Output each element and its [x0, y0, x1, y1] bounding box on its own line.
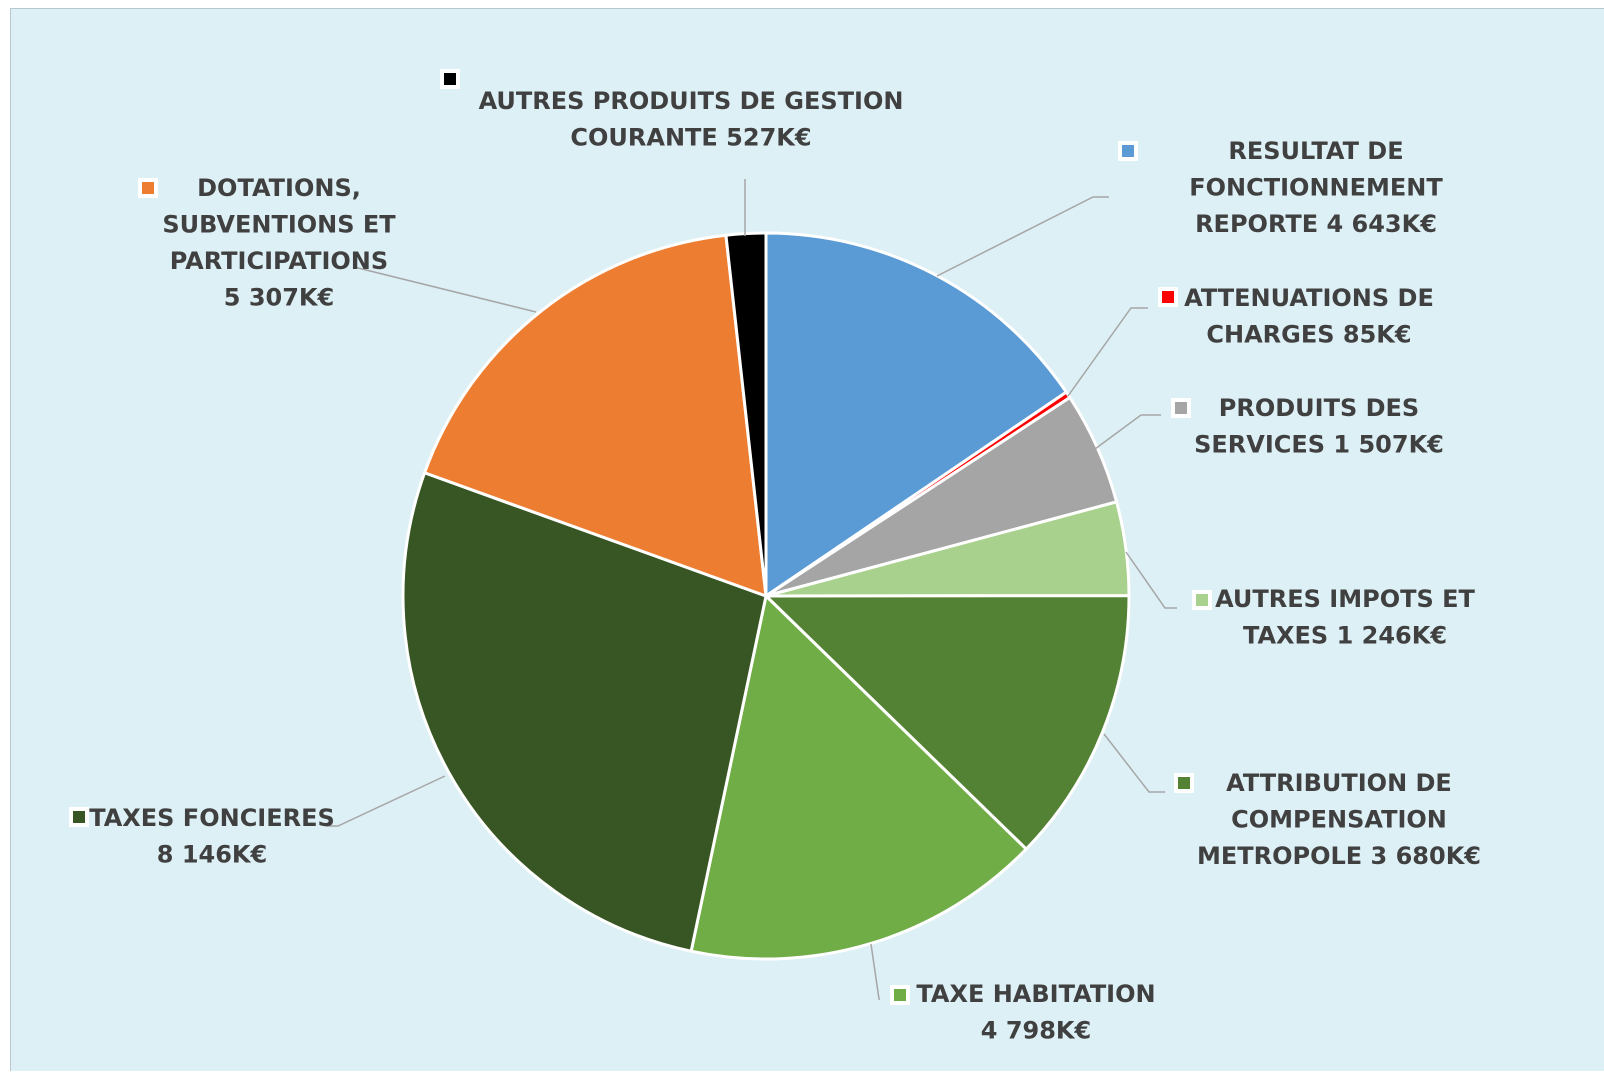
- legend-marker: [138, 178, 158, 198]
- slice-label-line: REPORTE 4 643K€: [1195, 210, 1437, 238]
- slice-label: TAXE HABITATION 4 798K€: [916, 980, 1155, 1045]
- slice-label: ATTENUATIONS DE CHARGES 85K€: [1184, 284, 1434, 349]
- legend-marker: [1171, 398, 1191, 418]
- slice-label-line: AUTRES PRODUITS DE GESTION: [479, 87, 904, 115]
- slice-label-line: 4 798K€: [981, 1017, 1091, 1045]
- slice-label: PRODUITS DES SERVICES 1 507K€: [1194, 394, 1444, 459]
- leader-line: [1125, 551, 1177, 609]
- legend-marker: [440, 69, 460, 89]
- slice-label-line: SUBVENTIONS ET: [162, 211, 396, 239]
- slice-label-line: ATTENUATIONS DE: [1184, 284, 1434, 312]
- leader-line: [1094, 414, 1161, 450]
- pie-slice: [689, 594, 1028, 961]
- pie-slice: [764, 231, 1068, 598]
- leader-line: [1103, 733, 1165, 793]
- labels-layer: RESULTAT DE FONCTIONNEMENT REPORTE 4 643K€…: [69, 69, 1481, 1045]
- slice-label-line: COURANTE 527K€: [570, 124, 811, 152]
- slice-label-line: PRODUITS DES: [1219, 394, 1419, 422]
- legend-marker: [69, 807, 89, 827]
- slice-label: DOTATIONS, SUBVENTIONS ET PARTICIPATIONS 5 …: [162, 174, 396, 312]
- legend-marker: [890, 985, 910, 1005]
- pie-slice: [724, 231, 768, 598]
- slices-layer: [401, 231, 1131, 961]
- pie-slice: [764, 594, 1131, 851]
- pie-chart: RESULTAT DE FONCTIONNEMENT REPORTE 4 643K€…: [69, 69, 1481, 1045]
- leader-line: [1067, 307, 1148, 397]
- leader-line: [936, 196, 1109, 277]
- leader-line: [353, 266, 537, 313]
- chart-area: RESULTAT DE FONCTIONNEMENT REPORTE 4 643K€…: [10, 8, 1604, 1071]
- leader-line: [326, 775, 446, 827]
- leader-lines-layer: [326, 179, 1177, 1000]
- slice-label-line: 8 146K€: [157, 841, 267, 869]
- legend-marker: [1158, 287, 1178, 307]
- legend-marker: [1118, 141, 1138, 161]
- slice-label: AUTRES IMPOTS ET TAXES 1 246K€: [1215, 585, 1475, 650]
- slice-label: RESULTAT DE FONCTIONNEMENT REPORTE 4 643K€: [1189, 137, 1443, 238]
- slice-label-line: DOTATIONS,: [197, 174, 361, 202]
- leader-line: [870, 943, 880, 1000]
- pie-slice: [401, 471, 768, 953]
- slice-label: TAXES FONCIERES 8 146K€: [89, 804, 335, 869]
- slice-label-line: CHARGES 85K€: [1206, 321, 1411, 349]
- slice-label-line: FONCTIONNEMENT: [1189, 174, 1443, 202]
- slice-label-line: RESULTAT DE: [1228, 137, 1403, 165]
- legend-marker: [1192, 590, 1212, 610]
- slice-label-line: 5 307K€: [224, 284, 334, 312]
- slice-label-line: AUTRES IMPOTS ET: [1215, 585, 1475, 613]
- slice-label: AUTRES PRODUITS DE GESTION COURANTE 527K€: [479, 87, 904, 152]
- slice-label-line: TAXES 1 246K€: [1243, 622, 1447, 650]
- slice-label-line: TAXES FONCIERES: [89, 804, 335, 832]
- slice-label-line: ATTRIBUTION DE: [1226, 769, 1452, 797]
- slice-label-line: TAXE HABITATION: [916, 980, 1155, 1008]
- slice-label-line: COMPENSATION: [1231, 806, 1447, 834]
- slice-label-line: PARTICIPATIONS: [170, 247, 388, 275]
- slice-label-line: SERVICES 1 507K€: [1194, 431, 1444, 459]
- pie-slice: [423, 233, 768, 598]
- slice-label: ATTRIBUTION DE COMPENSATION METROPOLE 3 68…: [1197, 769, 1481, 870]
- slice-label-line: METROPOLE 3 680K€: [1197, 842, 1481, 870]
- legend-marker: [1174, 773, 1194, 793]
